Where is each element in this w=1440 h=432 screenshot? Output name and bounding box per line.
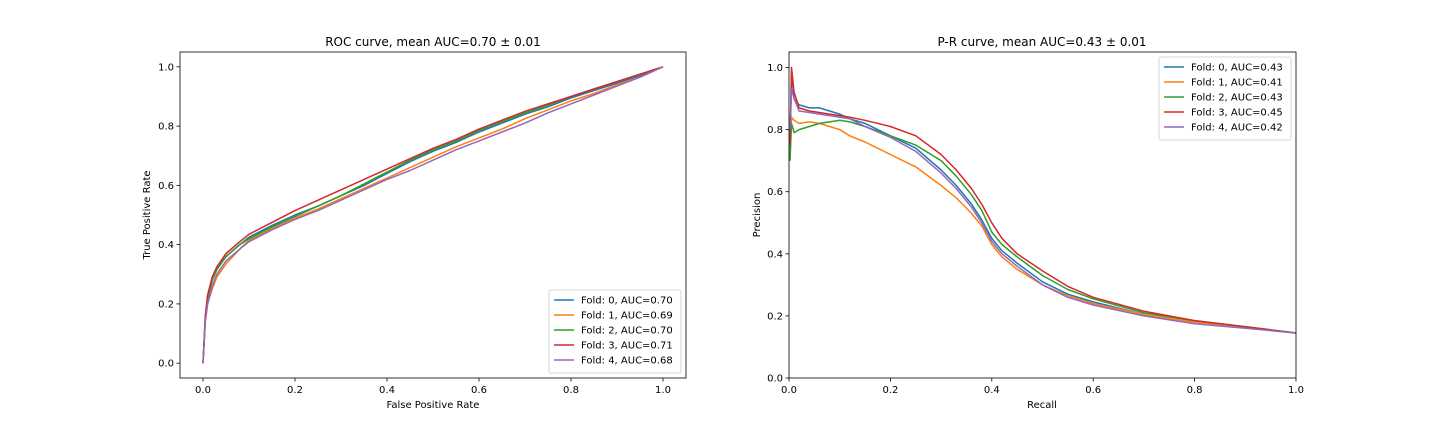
pr-x-tick-label: 1.0 xyxy=(1288,385,1304,396)
pr-chart: P-R curve, mean AUC=0.43 ± 0.01 Recall P… xyxy=(752,35,1304,411)
pr-x-tick-label: 0.6 xyxy=(1085,385,1101,396)
pr-x-tick-label: 0.2 xyxy=(882,385,898,396)
pr-legend-entry: Fold: 2, AUC=0.43 xyxy=(1191,93,1283,104)
pr-y-tick-label: 0.0 xyxy=(767,374,783,385)
pr-series-line-fold-0 xyxy=(789,72,1297,334)
pr-y-axis-label: Precision xyxy=(752,193,763,238)
pr-y-tick-label: 1.0 xyxy=(767,63,783,74)
roc-legend-entry: Fold: 4, AUC=0.68 xyxy=(581,356,673,367)
roc-x-tick-label: 0.4 xyxy=(379,385,395,396)
roc-y-tick-label: 1.0 xyxy=(158,62,174,73)
roc-ticks: 0.0 0.2 0.4 0.6 0.8 1.0 0.0 0.2 0.4 0.6 0.8 1.0 xyxy=(158,62,671,396)
roc-legend-entry: Fold: 1, AUC=0.69 xyxy=(581,311,673,322)
pr-y-tick-label: 0.2 xyxy=(767,311,783,322)
roc-legend-entry: Fold: 0, AUC=0.70 xyxy=(581,296,673,307)
pr-series-line-fold-2 xyxy=(789,119,1297,334)
pr-legend: Fold: 0, AUC=0.43 Fold: 1, AUC=0.41 Fold: … xyxy=(1158,56,1292,141)
roc-series-line-fold-4 xyxy=(202,66,664,364)
roc-x-tick-label: 0.2 xyxy=(287,385,303,396)
pr-y-tick-label: 0.4 xyxy=(767,249,783,260)
roc-chart: ROC curve, mean AUC=0.70 ± 0.01 False Po… xyxy=(142,35,687,411)
roc-y-tick-label: 0.8 xyxy=(158,122,174,133)
pr-x-tick-label: 0.4 xyxy=(984,385,1000,396)
roc-plot-frame xyxy=(179,51,687,379)
pr-series-lines xyxy=(789,66,1297,334)
pr-x-axis-label: Recall xyxy=(1027,400,1057,411)
roc-series-line-fold-1 xyxy=(202,66,664,364)
roc-y-tick-label: 0.0 xyxy=(158,359,174,370)
roc-x-tick-label: 1.0 xyxy=(655,385,671,396)
roc-x-axis-label: False Positive Rate xyxy=(387,400,480,411)
pr-chart-title: P-R curve, mean AUC=0.43 ± 0.01 xyxy=(937,35,1146,49)
pr-y-tick-label: 0.6 xyxy=(767,187,783,198)
roc-y-axis-label: True Positive Rate xyxy=(142,170,153,260)
pr-x-tick-label: 0.8 xyxy=(1187,385,1203,396)
roc-series-lines xyxy=(202,66,664,364)
roc-chart-title: ROC curve, mean AUC=0.70 ± 0.01 xyxy=(325,35,541,49)
pr-y-tick-label: 0.8 xyxy=(767,125,783,136)
pr-legend-entry: Fold: 3, AUC=0.45 xyxy=(1191,108,1283,119)
pr-ticks: 0.0 0.2 0.4 0.6 0.8 1.0 0.0 0.2 0.4 0.6 0.8 1.0 xyxy=(767,63,1304,396)
roc-y-tick-label: 0.2 xyxy=(158,299,174,310)
pr-legend-entry: Fold: 1, AUC=0.41 xyxy=(1191,78,1283,89)
roc-x-tick-label: 0.6 xyxy=(471,385,487,396)
roc-legend: Fold: 0, AUC=0.70 Fold: 1, AUC=0.69 Fold: … xyxy=(548,289,682,374)
pr-series-line-fold-3 xyxy=(789,66,1297,334)
pr-x-tick-label: 0.0 xyxy=(781,385,797,396)
roc-legend-entry: Fold: 2, AUC=0.70 xyxy=(581,326,673,337)
roc-y-tick-label: 0.4 xyxy=(158,240,174,251)
roc-x-tick-label: 0.8 xyxy=(563,385,579,396)
pr-legend-entry: Fold: 0, AUC=0.43 xyxy=(1191,63,1283,74)
pr-legend-box xyxy=(1158,56,1292,141)
pr-plot-frame xyxy=(788,51,1297,379)
roc-legend-box xyxy=(548,289,682,374)
roc-legend-entry: Fold: 3, AUC=0.71 xyxy=(581,341,673,352)
pr-series-line-fold-4 xyxy=(789,88,1297,334)
roc-y-tick-label: 0.6 xyxy=(158,181,174,192)
pr-series-line-fold-1 xyxy=(789,116,1297,334)
roc-x-tick-label: 0.0 xyxy=(195,385,211,396)
roc-series-line-fold-3 xyxy=(202,66,664,364)
pr-legend-entry: Fold: 4, AUC=0.42 xyxy=(1191,123,1283,134)
